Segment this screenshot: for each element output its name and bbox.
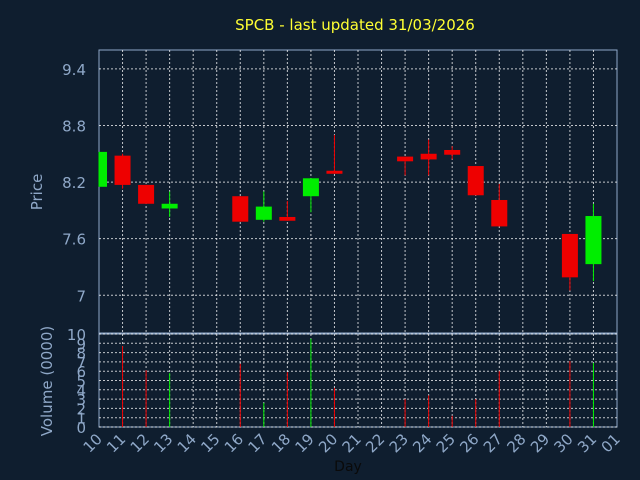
candle-body — [561, 233, 578, 278]
price-y-tick-label: 7.6 — [62, 231, 86, 249]
volume-y-axis-label: Volume (0000) — [38, 326, 56, 436]
price-panel: 9.4 8.8 8.2 7.6 7 Price — [28, 49, 618, 334]
volume-y-tick-label: 3 — [76, 391, 86, 409]
price-y-tick-label: 7 — [76, 287, 86, 305]
candle-body — [397, 156, 414, 162]
candle-body — [114, 155, 131, 185]
candle-body — [99, 151, 107, 187]
x-axis-ticks: 1011121314151617181920212223242526272829… — [80, 430, 624, 456]
price-y-tick-label: 8.2 — [62, 174, 86, 192]
volume-y-tick-label: 9 — [76, 335, 86, 353]
volume-bars — [122, 338, 594, 427]
volume-y-tick-label: 7 — [76, 354, 86, 372]
volume-y-tick-label: 5 — [76, 373, 86, 391]
candle-body — [585, 216, 602, 265]
volume-y-tick-label: 1 — [76, 410, 86, 428]
volume-y-tick-label: 4 — [76, 382, 86, 400]
candle-body — [326, 170, 343, 174]
candle-body — [420, 153, 437, 160]
price-y-tick-label: 9.4 — [62, 61, 86, 79]
volume-y-tick-label: 0 — [76, 419, 86, 437]
candle-body — [302, 178, 319, 197]
chart-title: SPCB - last updated 31/03/2026 — [235, 16, 475, 34]
volume-y-tick-label: 2 — [76, 400, 86, 418]
candle-body — [255, 206, 272, 220]
candle-body — [232, 196, 249, 222]
x-axis-label: Day — [334, 459, 362, 475]
volume-y-tick-label: 10 — [67, 326, 86, 344]
candle-body — [161, 203, 178, 209]
candle-body — [138, 184, 155, 204]
price-y-tick-label: 8.8 — [62, 117, 86, 135]
candle-body — [467, 166, 484, 196]
volume-y-tick-label: 6 — [76, 363, 86, 381]
candle-body — [279, 216, 296, 221]
price-y-axis-label: Price — [28, 174, 46, 211]
candle-body — [444, 149, 461, 155]
candle-body — [491, 199, 508, 227]
price-y-ticks: 9.4 8.8 8.2 7.6 7 — [62, 61, 86, 305]
candles — [98, 134, 602, 291]
volume-y-tick-label: 8 — [76, 345, 86, 363]
